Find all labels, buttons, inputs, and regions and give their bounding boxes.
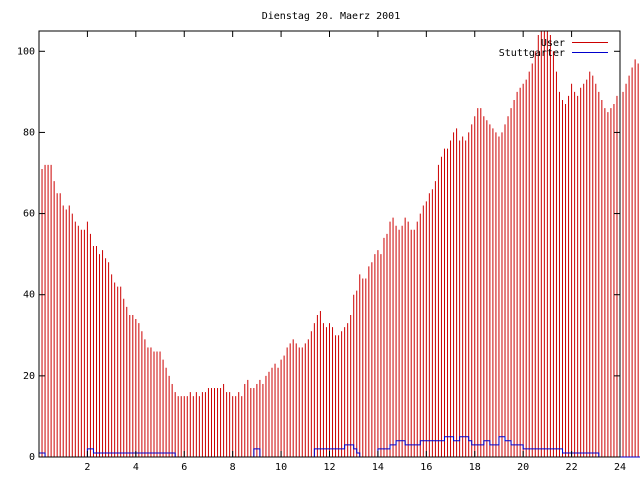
x-tick-label: 16 [420,462,432,473]
x-tick-label: 6 [181,462,187,473]
legend-label-stuttgarter: Stuttgarter [499,48,565,59]
stuttgarter-series-line [39,436,640,458]
chart-title: Dienstag 20. Maerz 2001 [262,11,400,22]
x-tick-label: 20 [517,462,529,473]
x-tick-label: 22 [566,462,578,473]
x-tick-label: 18 [469,462,481,473]
x-tick-label: 10 [275,462,287,473]
x-tick-label: 24 [614,462,626,473]
y-tick-label: 40 [23,290,35,301]
y-tick-label: 100 [17,46,35,57]
y-tick-label: 60 [23,209,35,220]
x-tick-label: 14 [372,462,384,473]
x-tick-label: 2 [84,462,90,473]
x-tick-label: 4 [133,462,139,473]
x-tick-label: 8 [230,462,236,473]
legend-label-user: User [541,38,565,49]
y-tick-label: 80 [23,127,35,138]
y-tick-label: 20 [23,371,35,382]
y-tick-label: 0 [29,452,35,463]
legend: User Stuttgarter [499,38,608,59]
user-bars [38,31,639,457]
x-tick-label: 12 [323,462,335,473]
